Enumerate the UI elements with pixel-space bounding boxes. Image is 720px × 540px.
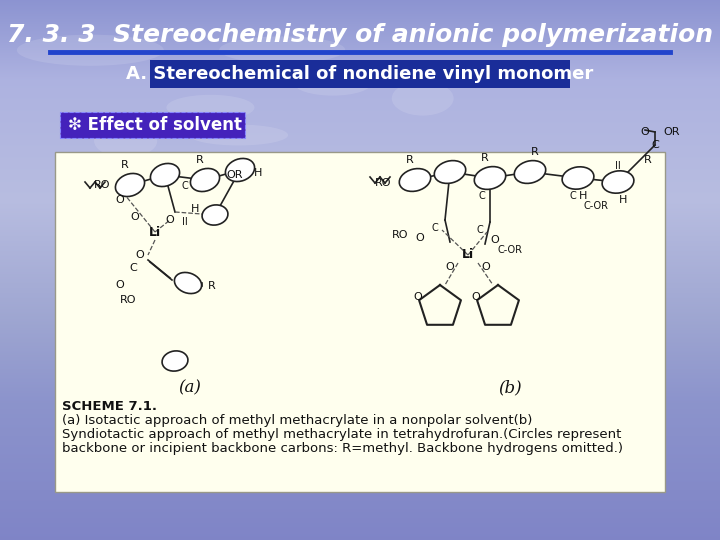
Ellipse shape [178, 208, 300, 232]
Text: C: C [479, 191, 485, 201]
Text: R: R [644, 155, 652, 165]
Text: O: O [415, 233, 424, 243]
Ellipse shape [115, 173, 145, 197]
Ellipse shape [400, 168, 431, 191]
Text: Li: Li [462, 248, 474, 261]
Ellipse shape [162, 351, 188, 371]
Text: H: H [254, 168, 262, 178]
Text: C: C [129, 263, 137, 273]
Text: II: II [615, 161, 621, 171]
Text: R: R [196, 155, 204, 165]
Text: O: O [166, 215, 174, 225]
Text: R: R [208, 281, 216, 291]
Text: O: O [446, 262, 454, 272]
Ellipse shape [528, 188, 604, 207]
Ellipse shape [360, 221, 474, 240]
Text: H: H [579, 191, 588, 201]
Ellipse shape [202, 205, 228, 225]
Text: (a) Isotactic approach of methyl methacrylate in a nonpolar solvent(b): (a) Isotactic approach of methyl methacr… [62, 414, 532, 427]
Text: C-OR: C-OR [498, 245, 523, 255]
Text: C: C [477, 225, 483, 235]
Text: RO: RO [392, 230, 408, 240]
Ellipse shape [189, 125, 288, 145]
Text: O: O [130, 212, 140, 222]
Ellipse shape [225, 158, 255, 181]
Text: R: R [531, 147, 539, 157]
Ellipse shape [150, 164, 179, 186]
Text: II: II [182, 217, 188, 227]
Text: C-OR: C-OR [583, 201, 608, 211]
Text: OR: OR [664, 127, 680, 137]
Text: O: O [116, 195, 125, 205]
Ellipse shape [386, 201, 472, 223]
Text: O: O [413, 292, 423, 302]
Text: (a): (a) [179, 380, 202, 396]
Ellipse shape [166, 95, 254, 120]
FancyBboxPatch shape [55, 152, 665, 492]
Text: ❇ Effect of solvent: ❇ Effect of solvent [68, 116, 242, 134]
FancyBboxPatch shape [150, 60, 570, 88]
Ellipse shape [562, 167, 594, 189]
Text: O: O [641, 127, 649, 137]
Text: R: R [121, 160, 129, 170]
Ellipse shape [190, 168, 220, 192]
Text: O: O [482, 262, 490, 272]
Ellipse shape [114, 193, 179, 225]
Text: O: O [116, 280, 125, 290]
Text: A. Stereochemical of nondiene vinyl monomer: A. Stereochemical of nondiene vinyl mono… [127, 65, 593, 83]
Ellipse shape [434, 160, 466, 184]
Text: O: O [135, 250, 145, 260]
Text: 7. 3. 3  Stereochemistry of anionic polymerization: 7. 3. 3 Stereochemistry of anionic polym… [7, 23, 713, 47]
Text: C: C [570, 191, 577, 201]
Ellipse shape [17, 35, 163, 66]
Text: O: O [472, 292, 480, 302]
Text: O: O [490, 235, 500, 245]
Ellipse shape [174, 273, 202, 294]
Text: Li: Li [149, 226, 161, 239]
Ellipse shape [474, 167, 505, 190]
Text: Syndiotactic approach of methyl methacrylate in tetrahydrofuran.(Circles represe: Syndiotactic approach of methyl methacry… [62, 428, 621, 441]
Text: C: C [431, 223, 438, 233]
Text: OR: OR [227, 170, 243, 180]
Text: RO: RO [94, 180, 110, 190]
Text: H: H [618, 195, 627, 205]
FancyBboxPatch shape [60, 112, 245, 138]
Text: SCHEME 7.1.: SCHEME 7.1. [62, 400, 157, 413]
Text: backbone or incipient backbone carbons: R=methyl. Backbone hydrogens omitted.): backbone or incipient backbone carbons: … [62, 442, 623, 455]
Text: H: H [191, 204, 199, 214]
Text: C: C [651, 140, 659, 150]
Ellipse shape [602, 171, 634, 193]
Text: RO: RO [120, 295, 136, 305]
Ellipse shape [392, 81, 454, 116]
Ellipse shape [94, 124, 157, 158]
Text: (b): (b) [498, 380, 522, 396]
Text: R: R [481, 153, 489, 163]
Text: R: R [406, 155, 414, 165]
Text: RO: RO [374, 178, 391, 188]
Ellipse shape [220, 36, 345, 63]
Ellipse shape [294, 70, 372, 96]
Text: C: C [181, 181, 189, 191]
Ellipse shape [514, 160, 546, 184]
